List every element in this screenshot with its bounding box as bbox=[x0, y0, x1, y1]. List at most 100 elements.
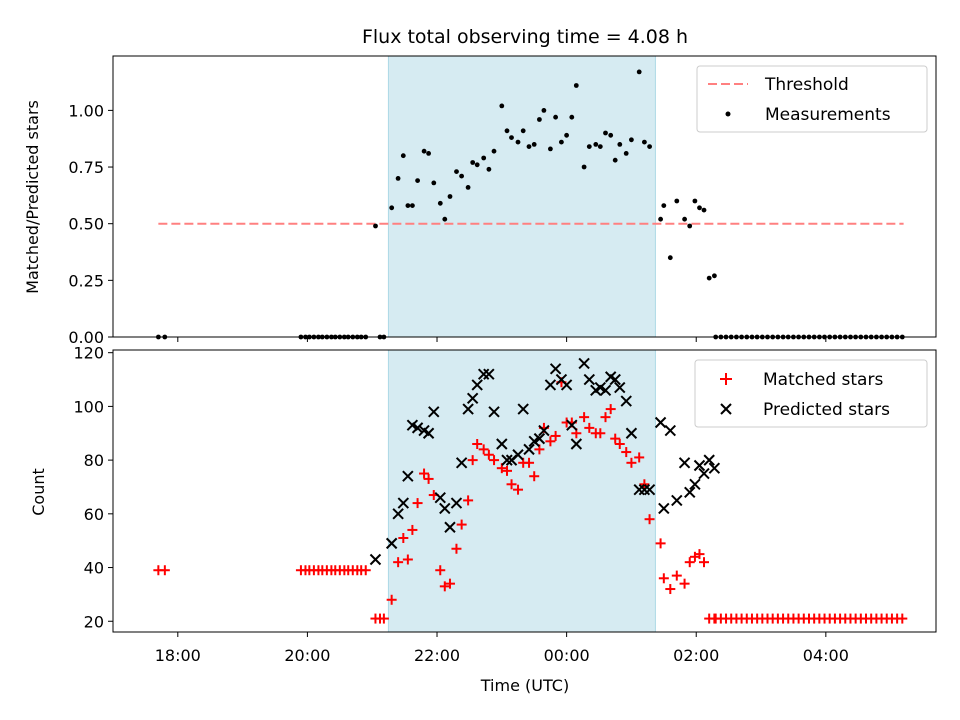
measurement-point bbox=[701, 207, 707, 213]
matched-star-point bbox=[407, 524, 418, 535]
predicted-star-point bbox=[385, 537, 398, 550]
top-y-ticks: 0.00 0.25 0.50 0.75 1.00 bbox=[68, 101, 113, 347]
top-legend-box bbox=[696, 65, 928, 133]
measurement-point bbox=[400, 153, 406, 159]
matched-star-point bbox=[506, 479, 517, 490]
matched-star-point bbox=[684, 557, 695, 568]
predicted-star-point bbox=[488, 406, 500, 418]
bottom-panel: 20 40 60 80 100 120 18:00 20:00 22:00 00:00 02:00… bbox=[29, 344, 937, 695]
measurement-point bbox=[667, 255, 673, 261]
predicted-star-point bbox=[570, 438, 583, 450]
legend-matched-swatch bbox=[720, 373, 732, 385]
measurement-point bbox=[504, 128, 510, 134]
y-tick-label: 1.00 bbox=[68, 101, 104, 120]
measurement-point bbox=[573, 83, 579, 88]
measurement-point bbox=[593, 142, 599, 147]
x-tick-label: 18:00 bbox=[155, 646, 201, 665]
x-tick-label: 00:00 bbox=[544, 646, 590, 665]
measurement-point bbox=[581, 164, 587, 170]
matched-star-point bbox=[378, 613, 389, 624]
predicted-star-point bbox=[462, 403, 474, 415]
top-axes-frame bbox=[112, 55, 937, 338]
matched-star-point bbox=[402, 554, 413, 565]
measurement-point bbox=[712, 273, 717, 279]
matched-star-point bbox=[467, 455, 478, 466]
top-shaded-window bbox=[387, 55, 656, 338]
predicted-star-point bbox=[583, 373, 596, 386]
measurement-point bbox=[597, 144, 603, 150]
measurement-point bbox=[474, 162, 480, 168]
matched-star-point bbox=[513, 484, 524, 495]
matched-star-point bbox=[524, 457, 535, 468]
matched-star-point bbox=[393, 557, 404, 568]
measurement-point bbox=[564, 132, 569, 138]
matched-star-point bbox=[545, 436, 556, 447]
matched-star-point bbox=[360, 565, 371, 576]
top-y-axis-label: Matched/Predicted stars bbox=[23, 100, 42, 294]
matched-star-point bbox=[451, 543, 462, 554]
predicted-star-point bbox=[566, 419, 578, 431]
matched-star-point bbox=[610, 433, 621, 444]
predicted-star-point bbox=[633, 483, 645, 496]
matched-star-point bbox=[439, 581, 450, 592]
y-tick-label: 0.25 bbox=[68, 271, 104, 290]
predicted-star-point bbox=[698, 467, 710, 480]
measurement-point bbox=[569, 114, 575, 120]
measurement-point bbox=[687, 223, 693, 229]
measurement-point bbox=[623, 151, 629, 156]
predicted-star-point bbox=[678, 457, 691, 469]
matched-star-point bbox=[435, 565, 446, 576]
predicted-star-point bbox=[434, 492, 446, 504]
measurement-point bbox=[636, 69, 642, 75]
predicted-star-point bbox=[466, 392, 479, 405]
predicted-star-point bbox=[512, 449, 524, 461]
measurement-point bbox=[674, 198, 680, 204]
legend-measurements-swatch bbox=[725, 111, 731, 117]
y-tick-label: 100 bbox=[73, 397, 104, 416]
predicted-star-point bbox=[609, 373, 621, 386]
measurement-point bbox=[499, 103, 505, 109]
measurement-point bbox=[509, 135, 514, 141]
legend-matched-label: Matched stars bbox=[763, 370, 883, 390]
matched-star-point bbox=[694, 549, 705, 560]
top-legend: Threshold Measurements bbox=[696, 65, 928, 133]
x-axis-label: Time (UTC) bbox=[480, 676, 569, 695]
bottom-axes-frame bbox=[112, 349, 937, 633]
matched-star-point bbox=[502, 465, 513, 476]
predicted-star-point bbox=[671, 494, 683, 507]
x-tick-label: 04:00 bbox=[803, 646, 849, 665]
measurement-point bbox=[537, 117, 542, 122]
measurement-point bbox=[526, 144, 532, 150]
measurement-point bbox=[520, 128, 526, 134]
predicted-star-point bbox=[684, 486, 696, 499]
predicted-star-point bbox=[538, 424, 550, 437]
matched-stars-points bbox=[153, 377, 908, 624]
measurement-point bbox=[389, 205, 395, 211]
matched-star-point bbox=[639, 479, 650, 490]
predicted-star-point bbox=[471, 379, 483, 391]
legend-predicted-label: Predicted stars bbox=[763, 400, 890, 420]
measurement-point bbox=[553, 114, 558, 120]
x-tick-label: 02:00 bbox=[673, 646, 719, 665]
predicted-star-point bbox=[523, 443, 535, 456]
predicted-star-point bbox=[411, 422, 424, 434]
y-tick-label: 40 bbox=[84, 559, 104, 578]
measurement-point bbox=[586, 144, 592, 150]
measurement-point bbox=[706, 275, 712, 281]
predicted-star-point bbox=[620, 395, 632, 407]
predicted-star-point bbox=[369, 553, 382, 566]
measurement-point bbox=[548, 146, 553, 152]
bottom-y-axis-label: Count bbox=[29, 468, 48, 516]
predicted-star-point bbox=[392, 508, 404, 520]
predicted-star-point bbox=[496, 438, 508, 450]
measurement-point bbox=[410, 203, 415, 209]
measurement-point bbox=[603, 130, 608, 136]
predicted-star-point bbox=[703, 454, 715, 466]
predicted-star-point bbox=[402, 470, 414, 482]
measurement-point bbox=[629, 137, 634, 143]
predicted-star-point bbox=[643, 483, 656, 496]
bottom-legend: Matched stars Predicted stars bbox=[694, 359, 928, 428]
matched-star-point bbox=[897, 613, 908, 624]
measurement-point bbox=[491, 148, 497, 154]
